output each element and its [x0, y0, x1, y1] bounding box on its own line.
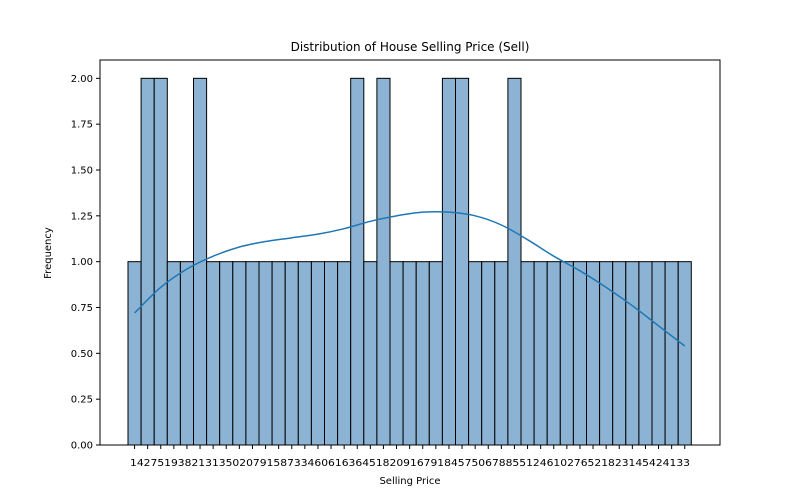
histogram-bar	[402, 261, 417, 446]
y-tick-label: 0.00	[71, 441, 93, 452]
histogram-bar	[572, 261, 588, 446]
y-tick-label: 1.50	[71, 166, 93, 177]
y-tick-label: 1.00	[71, 257, 93, 268]
histogram-bar	[310, 261, 325, 446]
histogram-bar	[415, 261, 430, 446]
histogram-bar	[245, 261, 260, 446]
histogram-bar	[297, 261, 312, 446]
y-tick-label: 2.00	[71, 74, 93, 85]
histogram-bar	[612, 261, 627, 446]
histogram-bar	[258, 261, 273, 446]
histogram-bar	[494, 261, 509, 446]
histogram-bar	[324, 261, 339, 446]
histogram-bar	[625, 261, 640, 446]
histogram-bar	[140, 77, 155, 446]
histogram-bar	[284, 261, 299, 446]
histogram-bar	[153, 77, 168, 446]
y-axis-label: Frequency	[43, 227, 54, 279]
x-tick-labels: 1427519382131350207915873346061636451820…	[130, 458, 690, 469]
y-tick-label: 0.75	[71, 303, 93, 314]
x-axis-ticks	[134, 445, 686, 449]
histogram-bar	[428, 261, 443, 446]
histogram-bar	[166, 261, 181, 446]
histogram-bar	[638, 261, 653, 446]
histogram-bar	[533, 261, 548, 446]
chart-title: Distribution of House Selling Price (Sel…	[291, 40, 530, 54]
histogram-bar	[481, 261, 496, 446]
histogram-bar	[664, 261, 679, 446]
plot-frame	[99, 59, 721, 446]
y-axis-ticks: 0.00 0.25 0.50 0.75 1.00 1.25 1.50 1.75 2.00	[71, 74, 100, 452]
histogram-bar	[455, 77, 470, 446]
y-tick-label: 0.50	[71, 349, 93, 360]
histogram-bar	[586, 261, 601, 446]
histogram-bar	[219, 261, 234, 446]
histogram-bar	[363, 261, 378, 446]
histogram-bar	[468, 261, 483, 446]
histogram-bar	[546, 261, 561, 446]
histogram-bar	[507, 77, 522, 446]
y-tick-label: 1.75	[71, 120, 93, 131]
histogram-bar	[677, 261, 692, 446]
histogram-bar	[232, 261, 247, 446]
y-tick-label: 1.25	[71, 211, 93, 222]
histogram-bar	[337, 261, 352, 446]
histogram-bar	[206, 261, 221, 446]
histogram-bar	[127, 261, 142, 446]
histogram-bar	[389, 261, 404, 446]
x-axis-label: Selling Price	[379, 476, 440, 487]
histogram-bar	[520, 261, 535, 446]
histogram-bar	[350, 77, 365, 446]
bars-layer	[127, 77, 692, 446]
histogram-bar	[271, 261, 286, 446]
histogram-bar	[559, 261, 574, 446]
histogram-bar	[376, 77, 391, 446]
histogram-bar	[651, 261, 666, 446]
histogram-bar	[441, 77, 456, 446]
histogram-bar	[179, 261, 194, 446]
y-tick-label: 0.25	[71, 395, 93, 406]
kde-curve	[134, 210, 686, 347]
histogram-bar	[599, 261, 614, 446]
